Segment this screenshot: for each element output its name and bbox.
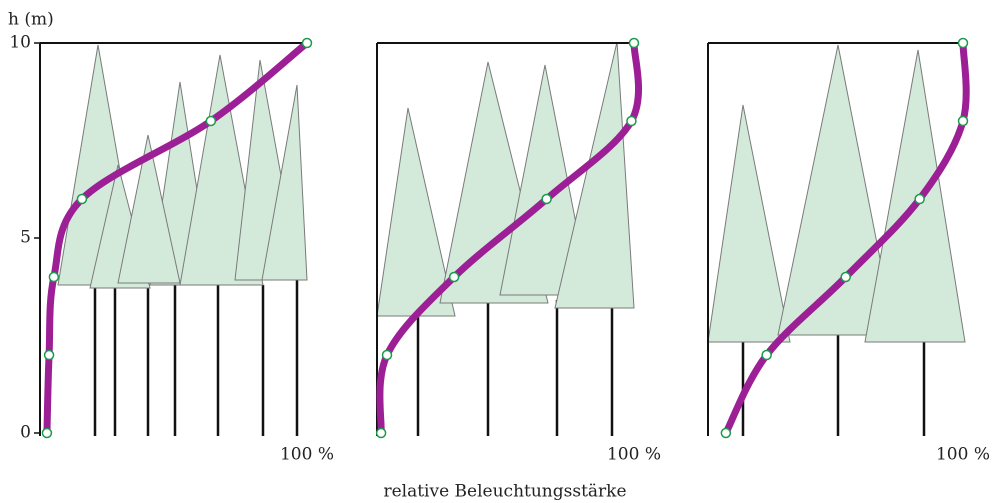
x-tick-label: 100 % bbox=[280, 445, 334, 465]
data-point bbox=[383, 351, 392, 360]
x-tick-label: 100 % bbox=[607, 445, 661, 465]
data-point bbox=[45, 351, 54, 360]
data-point bbox=[841, 273, 850, 282]
data-point bbox=[721, 429, 730, 438]
chart: h (m) relative Beleuchtungsstärke 0 5 10 10… bbox=[0, 0, 993, 503]
data-point bbox=[762, 351, 771, 360]
data-point bbox=[49, 273, 58, 282]
data-point bbox=[42, 429, 51, 438]
y-axis-label: h (m) bbox=[8, 10, 54, 30]
x-tick-label: 100 % bbox=[936, 445, 990, 465]
data-point bbox=[206, 117, 215, 126]
x-axis-label: relative Beleuchtungsstärke bbox=[383, 482, 626, 502]
data-point bbox=[303, 39, 312, 48]
data-point bbox=[542, 195, 551, 204]
y-tick-label: 5 bbox=[20, 228, 31, 248]
data-point bbox=[77, 195, 86, 204]
data-point bbox=[630, 39, 639, 48]
data-point bbox=[627, 117, 636, 126]
data-point bbox=[959, 39, 968, 48]
data-point bbox=[377, 429, 386, 438]
y-tick-label: 10 bbox=[9, 33, 31, 53]
data-point bbox=[959, 117, 968, 126]
data-point bbox=[450, 273, 459, 282]
y-tick-label: 0 bbox=[20, 423, 31, 443]
trees bbox=[58, 42, 965, 436]
data-point bbox=[915, 195, 924, 204]
